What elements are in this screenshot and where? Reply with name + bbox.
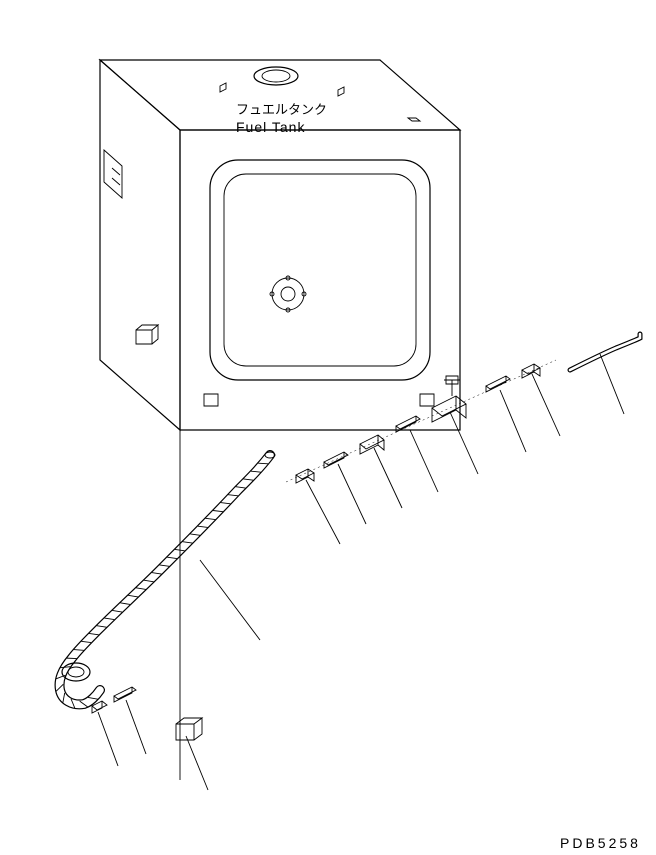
fitting-seq_5_valve_handle	[444, 376, 460, 396]
hoses	[56, 334, 640, 708]
label-tank-en-svg: Fuel Tank	[236, 119, 305, 135]
fitting-seq_7_nut	[522, 364, 540, 378]
fitting-seq_3_union	[360, 435, 384, 454]
labels: フュエルタンク Fuel Tank PDB5258	[236, 102, 641, 851]
fitting-seq_5_valve_body	[432, 396, 466, 422]
fitting-seq_1_nut	[296, 469, 314, 483]
drawing-number-svg: PDB5258	[560, 835, 641, 851]
fitting-seq_6_nipple	[486, 376, 510, 392]
label-tank-jp-svg: フュエルタンク	[236, 102, 327, 117]
fitting-seq_2_nipple	[324, 452, 348, 468]
leader-lines	[98, 354, 624, 790]
fitting-lower_nipple	[114, 687, 136, 702]
fittings	[92, 360, 556, 740]
